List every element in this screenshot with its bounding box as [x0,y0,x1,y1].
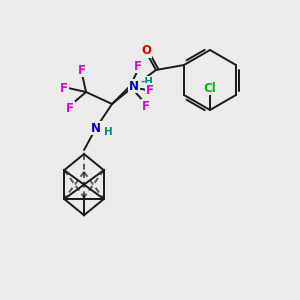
Text: F: F [60,82,68,94]
Text: N: N [129,80,139,92]
Text: F: F [142,100,150,112]
Text: F: F [134,59,142,73]
Text: H: H [103,127,112,137]
Text: F: F [66,101,74,115]
Text: F: F [146,83,154,97]
Text: F: F [78,64,86,76]
Text: N: N [91,122,101,134]
Text: O: O [141,44,151,58]
Text: -H: -H [140,77,154,87]
Text: Cl: Cl [204,82,216,94]
